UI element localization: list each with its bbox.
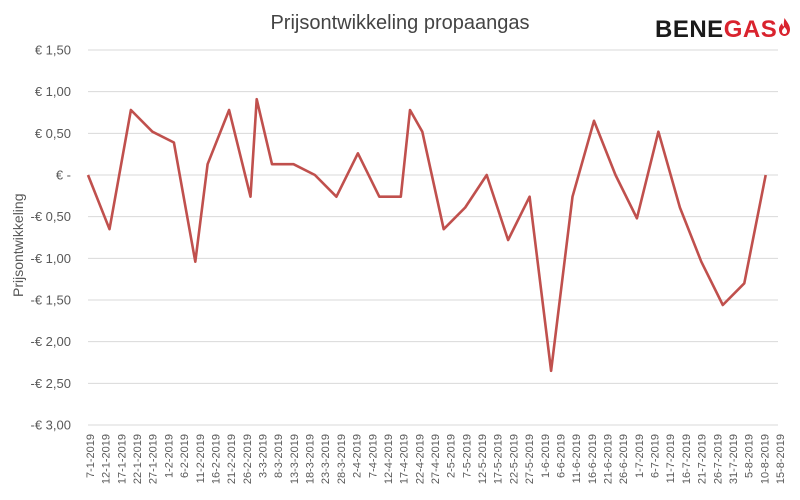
y-tick-label: -€ 2,50 (31, 376, 71, 391)
x-tick-label: 11-2-2019 (195, 434, 207, 483)
x-tick-label: 27-1-2019 (148, 434, 160, 484)
x-tick-label: 10-8-2019 (759, 434, 771, 484)
y-tick-label: -€ 3,00 (31, 418, 71, 433)
x-tick-label: 11-6-2019 (571, 434, 583, 483)
y-tick-label: -€ 0,50 (31, 209, 71, 224)
x-tick-label: 15-8-2019 (775, 434, 787, 484)
x-tick-label: 16-6-2019 (587, 434, 599, 484)
x-tick-label: 31-7-2019 (728, 434, 740, 484)
y-axis-label: Prijsontwikkeling (10, 193, 26, 297)
y-tick-label: € 1,50 (35, 43, 71, 58)
x-tick-label: 27-4-2019 (430, 434, 442, 484)
x-tick-label: 7-4-2019 (367, 434, 379, 478)
x-tick-label: 5-8-2019 (744, 434, 756, 478)
x-tick-label: 21-2-2019 (226, 434, 238, 484)
flame-icon (778, 16, 791, 44)
x-tick-label: 28-3-2019 (336, 434, 348, 484)
x-tick-label: 8-3-2019 (273, 434, 285, 478)
x-tick-label: 16-2-2019 (210, 434, 222, 484)
x-axis: 7-1-2019 12-1-2019 17-1-2019 22-1-2019 27-1-… (85, 434, 787, 484)
x-tick-label: 12-1-2019 (101, 434, 113, 484)
x-tick-label: 11-7-2019 (665, 434, 677, 483)
x-tick-label: 7-5-2019 (461, 434, 473, 478)
x-tick-label: 2-4-2019 (352, 434, 364, 478)
x-tick-label: 17-1-2019 (116, 434, 128, 484)
x-tick-label: 2-5-2019 (446, 434, 458, 478)
logo-text-bene: BENE (655, 16, 724, 43)
x-tick-label: 18-3-2019 (305, 434, 317, 484)
x-tick-label: 22-1-2019 (132, 434, 144, 484)
x-tick-label: 27-5-2019 (524, 434, 536, 484)
x-tick-label: 1-6-2019 (540, 434, 552, 478)
x-tick-label: 12-5-2019 (477, 434, 489, 484)
x-tick-label: 26-2-2019 (242, 434, 254, 484)
benegas-logo: BENEGAS (655, 16, 791, 44)
x-tick-label: 22-4-2019 (414, 434, 426, 484)
x-tick-label: 16-7-2019 (681, 434, 693, 484)
x-tick-label: 22-5-2019 (508, 434, 520, 484)
series-line (86, 97, 767, 373)
x-tick-label: 3-3-2019 (258, 434, 270, 478)
x-tick-label: 21-6-2019 (603, 434, 615, 484)
x-tick-label: 26-6-2019 (618, 434, 630, 484)
y-axis: € 1,50 € 1,00 € 0,50 € - -€ 0,50 -€ 1,00 -€ 1,… (31, 43, 71, 433)
y-tick-label: € - (56, 168, 71, 183)
x-tick-label: 7-1-2019 (85, 434, 97, 478)
x-tick-label: 6-2-2019 (179, 434, 191, 478)
chart-title: Prijsontwikkeling propaangas (270, 12, 530, 34)
series-group (86, 97, 767, 373)
x-tick-label: 23-3-2019 (320, 434, 332, 484)
y-tick-label: -€ 1,00 (31, 251, 71, 266)
x-tick-label: 17-5-2019 (493, 434, 505, 484)
x-tick-label: 1-7-2019 (634, 434, 646, 478)
x-tick-label: 13-3-2019 (289, 434, 301, 484)
x-tick-label: 21-7-2019 (697, 434, 709, 484)
x-tick-label: 12-4-2019 (383, 434, 395, 484)
x-tick-label: 6-7-2019 (650, 434, 662, 478)
x-tick-label: 6-6-2019 (555, 434, 567, 478)
y-tick-label: € 0,50 (35, 126, 71, 141)
x-tick-label: 17-4-2019 (399, 434, 411, 484)
y-tick-label: -€ 2,00 (31, 334, 71, 349)
y-tick-label: -€ 1,50 (31, 293, 71, 308)
x-tick-label: 1-2-2019 (163, 434, 175, 478)
y-tick-label: € 1,00 (35, 84, 71, 99)
logo-text-gas: GAS (723, 16, 778, 43)
x-tick-label: 26-7-2019 (712, 434, 724, 484)
